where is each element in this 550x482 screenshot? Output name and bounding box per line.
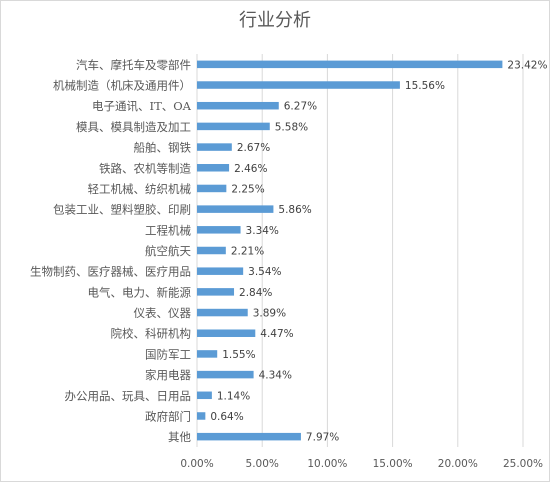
bar [197, 350, 218, 358]
bar [197, 288, 235, 296]
data-label: 3.54% [248, 266, 281, 278]
category-label: 包装工业、塑料塑胶、印刷 [53, 203, 191, 217]
category-label: 铁路、农机等制造 [99, 161, 191, 175]
category-label: 机械制造（机床及通用件） [53, 79, 191, 93]
data-label: 23.42% [507, 59, 547, 71]
data-label: 7.97% [306, 432, 339, 444]
bar [197, 267, 244, 275]
data-label: 1.55% [222, 349, 255, 361]
data-label: 2.67% [237, 142, 270, 154]
category-label: 政府部门 [145, 409, 191, 423]
category-label: 航空航天 [145, 244, 191, 258]
bar [197, 122, 270, 131]
bar [197, 60, 503, 69]
data-label: 15.56% [405, 80, 445, 92]
bar [197, 205, 274, 213]
data-label: 3.34% [246, 225, 279, 237]
data-label: 6.27% [284, 101, 317, 113]
chart-title: 行业分析 [239, 10, 311, 31]
data-label: 5.86% [278, 204, 311, 216]
x-tick-label: 5.00% [246, 458, 279, 470]
x-tick-label: 10.00% [307, 458, 347, 470]
x-tick-label: 0.00% [180, 458, 213, 470]
category-label: 院校、科研机构 [111, 327, 192, 341]
data-label: 3.89% [253, 308, 286, 320]
bar [197, 143, 232, 151]
category-label: 船舶、钢铁 [134, 141, 192, 155]
bar [197, 412, 206, 420]
category-label: 家用电器 [145, 368, 191, 382]
data-label: 0.64% [210, 411, 243, 423]
bar [197, 329, 256, 337]
x-tick-label: 15.00% [373, 458, 413, 470]
bar [197, 184, 227, 193]
category-label: 电子通讯、IT、OA [92, 99, 192, 113]
data-label: 2.21% [231, 246, 264, 258]
category-label: 生物制药、医疗器械、医疗用品 [30, 265, 191, 279]
bar [197, 101, 279, 110]
data-label: 2.25% [231, 183, 264, 195]
x-tick-label: 20.00% [438, 458, 478, 470]
bar [197, 164, 230, 172]
category-label: 办公用品、玩具、日用品 [65, 389, 192, 403]
data-label: 1.14% [217, 390, 250, 402]
category-label: 电气、电力、新能源 [88, 285, 192, 299]
data-label: 2.84% [239, 287, 272, 299]
x-tick-label: 25.00% [503, 458, 543, 470]
category-label: 其他 [168, 430, 191, 444]
bar [197, 370, 254, 379]
data-label: 4.47% [260, 328, 293, 340]
bar [197, 432, 301, 441]
category-label: 工程机械 [145, 223, 191, 237]
bar [197, 246, 226, 255]
category-label: 轻工机械、纺织机械 [88, 182, 192, 196]
data-label: 2.46% [234, 163, 267, 175]
bar [197, 226, 241, 234]
data-label: 4.34% [259, 370, 292, 382]
bar [197, 308, 248, 317]
bar [197, 391, 212, 400]
category-label: 汽车、摩托车及零部件 [76, 58, 191, 72]
bar [197, 81, 400, 89]
data-label: 5.58% [275, 121, 308, 133]
category-label: 国防军工 [145, 347, 191, 361]
category-label: 模具、模具制造及加工 [76, 120, 191, 134]
category-label: 仪表、仪器 [134, 306, 192, 320]
